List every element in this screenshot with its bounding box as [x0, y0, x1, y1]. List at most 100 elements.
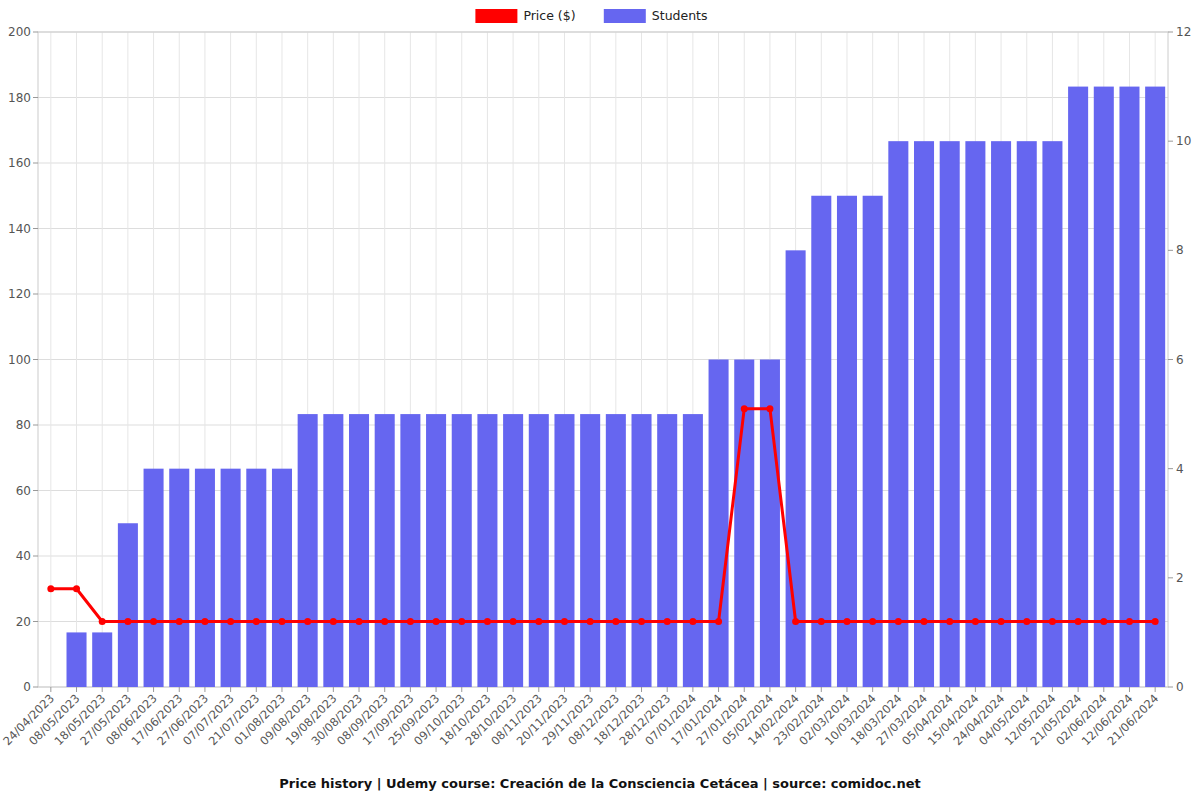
- x-tick: [872, 687, 873, 692]
- bar: [606, 414, 626, 687]
- marker: [946, 618, 953, 625]
- marker: [278, 618, 285, 625]
- bar: [169, 469, 189, 687]
- legend-swatch: [604, 9, 646, 23]
- marker: [895, 618, 902, 625]
- y2-tick: [1168, 141, 1173, 142]
- x-tick: [615, 687, 616, 692]
- x-tick: [1026, 687, 1027, 692]
- y2-tick-label: 2: [1176, 571, 1184, 585]
- y-tick: [33, 556, 38, 557]
- marker: [535, 618, 542, 625]
- y-tick: [33, 32, 38, 33]
- bar: [811, 196, 831, 687]
- x-tick: [50, 687, 51, 692]
- bar: [1094, 87, 1114, 687]
- marker: [510, 618, 517, 625]
- bar: [580, 414, 600, 687]
- marker: [150, 618, 157, 625]
- y2-tick-label: 4: [1176, 462, 1184, 476]
- bar: [349, 414, 369, 687]
- marker: [843, 618, 850, 625]
- x-tick: [76, 687, 77, 692]
- marker: [972, 618, 979, 625]
- y-tick-label: 120: [8, 287, 31, 301]
- x-tick: [1103, 687, 1104, 692]
- y-tick-label: 160: [8, 156, 31, 170]
- bar: [554, 414, 574, 687]
- marker: [1152, 618, 1159, 625]
- y2-tick-label: 8: [1176, 243, 1184, 257]
- marker: [1126, 618, 1133, 625]
- x-tick: [410, 687, 411, 692]
- bar: [477, 414, 497, 687]
- bar: [914, 141, 934, 687]
- x-tick: [641, 687, 642, 692]
- bar: [92, 632, 112, 687]
- bar: [1119, 87, 1139, 687]
- marker: [1075, 618, 1082, 625]
- x-tick: [744, 687, 745, 692]
- x-tick: [461, 687, 462, 692]
- x-tick: [538, 687, 539, 692]
- bar: [503, 414, 523, 687]
- y-tick-label: 200: [8, 25, 31, 39]
- bar: [323, 414, 343, 687]
- x-tick: [153, 687, 154, 692]
- y-tick-label: 20: [16, 615, 31, 629]
- bar: [452, 414, 472, 687]
- bar: [41, 687, 61, 688]
- marker: [1049, 618, 1056, 625]
- bar: [246, 469, 266, 687]
- y-tick: [33, 425, 38, 426]
- x-tick: [846, 687, 847, 692]
- x-tick: [281, 687, 282, 692]
- x-tick-label: 21/06/2024: [1105, 691, 1162, 748]
- x-tick: [256, 687, 257, 692]
- bar: [221, 469, 241, 687]
- grid: [38, 32, 1168, 687]
- marker: [664, 618, 671, 625]
- y-tick: [33, 228, 38, 229]
- legend-label: Students: [652, 8, 708, 23]
- x-tick: [487, 687, 488, 692]
- x-tick: [179, 687, 180, 692]
- bar: [965, 141, 985, 687]
- marker: [587, 618, 594, 625]
- bar: [529, 414, 549, 687]
- x-tick: [1129, 687, 1130, 692]
- bar: [1068, 87, 1088, 687]
- marker: [766, 405, 773, 412]
- y-tick-label: 0: [23, 680, 31, 694]
- axes: 02040608010012014016018020002468101224/0…: [0, 25, 1191, 748]
- marker: [792, 618, 799, 625]
- x-tick: [795, 687, 796, 692]
- marker: [869, 618, 876, 625]
- marks: [47, 87, 1165, 687]
- y-tick-label: 180: [8, 91, 31, 105]
- grid-line: [38, 97, 1168, 98]
- title: Price history | Udemy course: Creación d…: [279, 776, 920, 791]
- marker: [381, 618, 388, 625]
- y-tick-label: 40: [16, 549, 31, 563]
- marker: [638, 618, 645, 625]
- legend-swatch: [475, 9, 517, 23]
- bar: [400, 414, 420, 687]
- x-tick: [127, 687, 128, 692]
- bar: [375, 414, 395, 687]
- y-tick: [33, 359, 38, 360]
- marker: [458, 618, 465, 625]
- x-tick: [924, 687, 925, 692]
- marker: [124, 618, 131, 625]
- x-tick: [384, 687, 385, 692]
- marker: [227, 618, 234, 625]
- x-tick: [230, 687, 231, 692]
- legend: Price ($)Students: [475, 8, 707, 23]
- marker: [484, 618, 491, 625]
- marker: [998, 618, 1005, 625]
- x-tick: [821, 687, 822, 692]
- y-tick: [33, 687, 38, 688]
- x-tick: [692, 687, 693, 692]
- bar: [683, 414, 703, 687]
- x-tick: [204, 687, 205, 692]
